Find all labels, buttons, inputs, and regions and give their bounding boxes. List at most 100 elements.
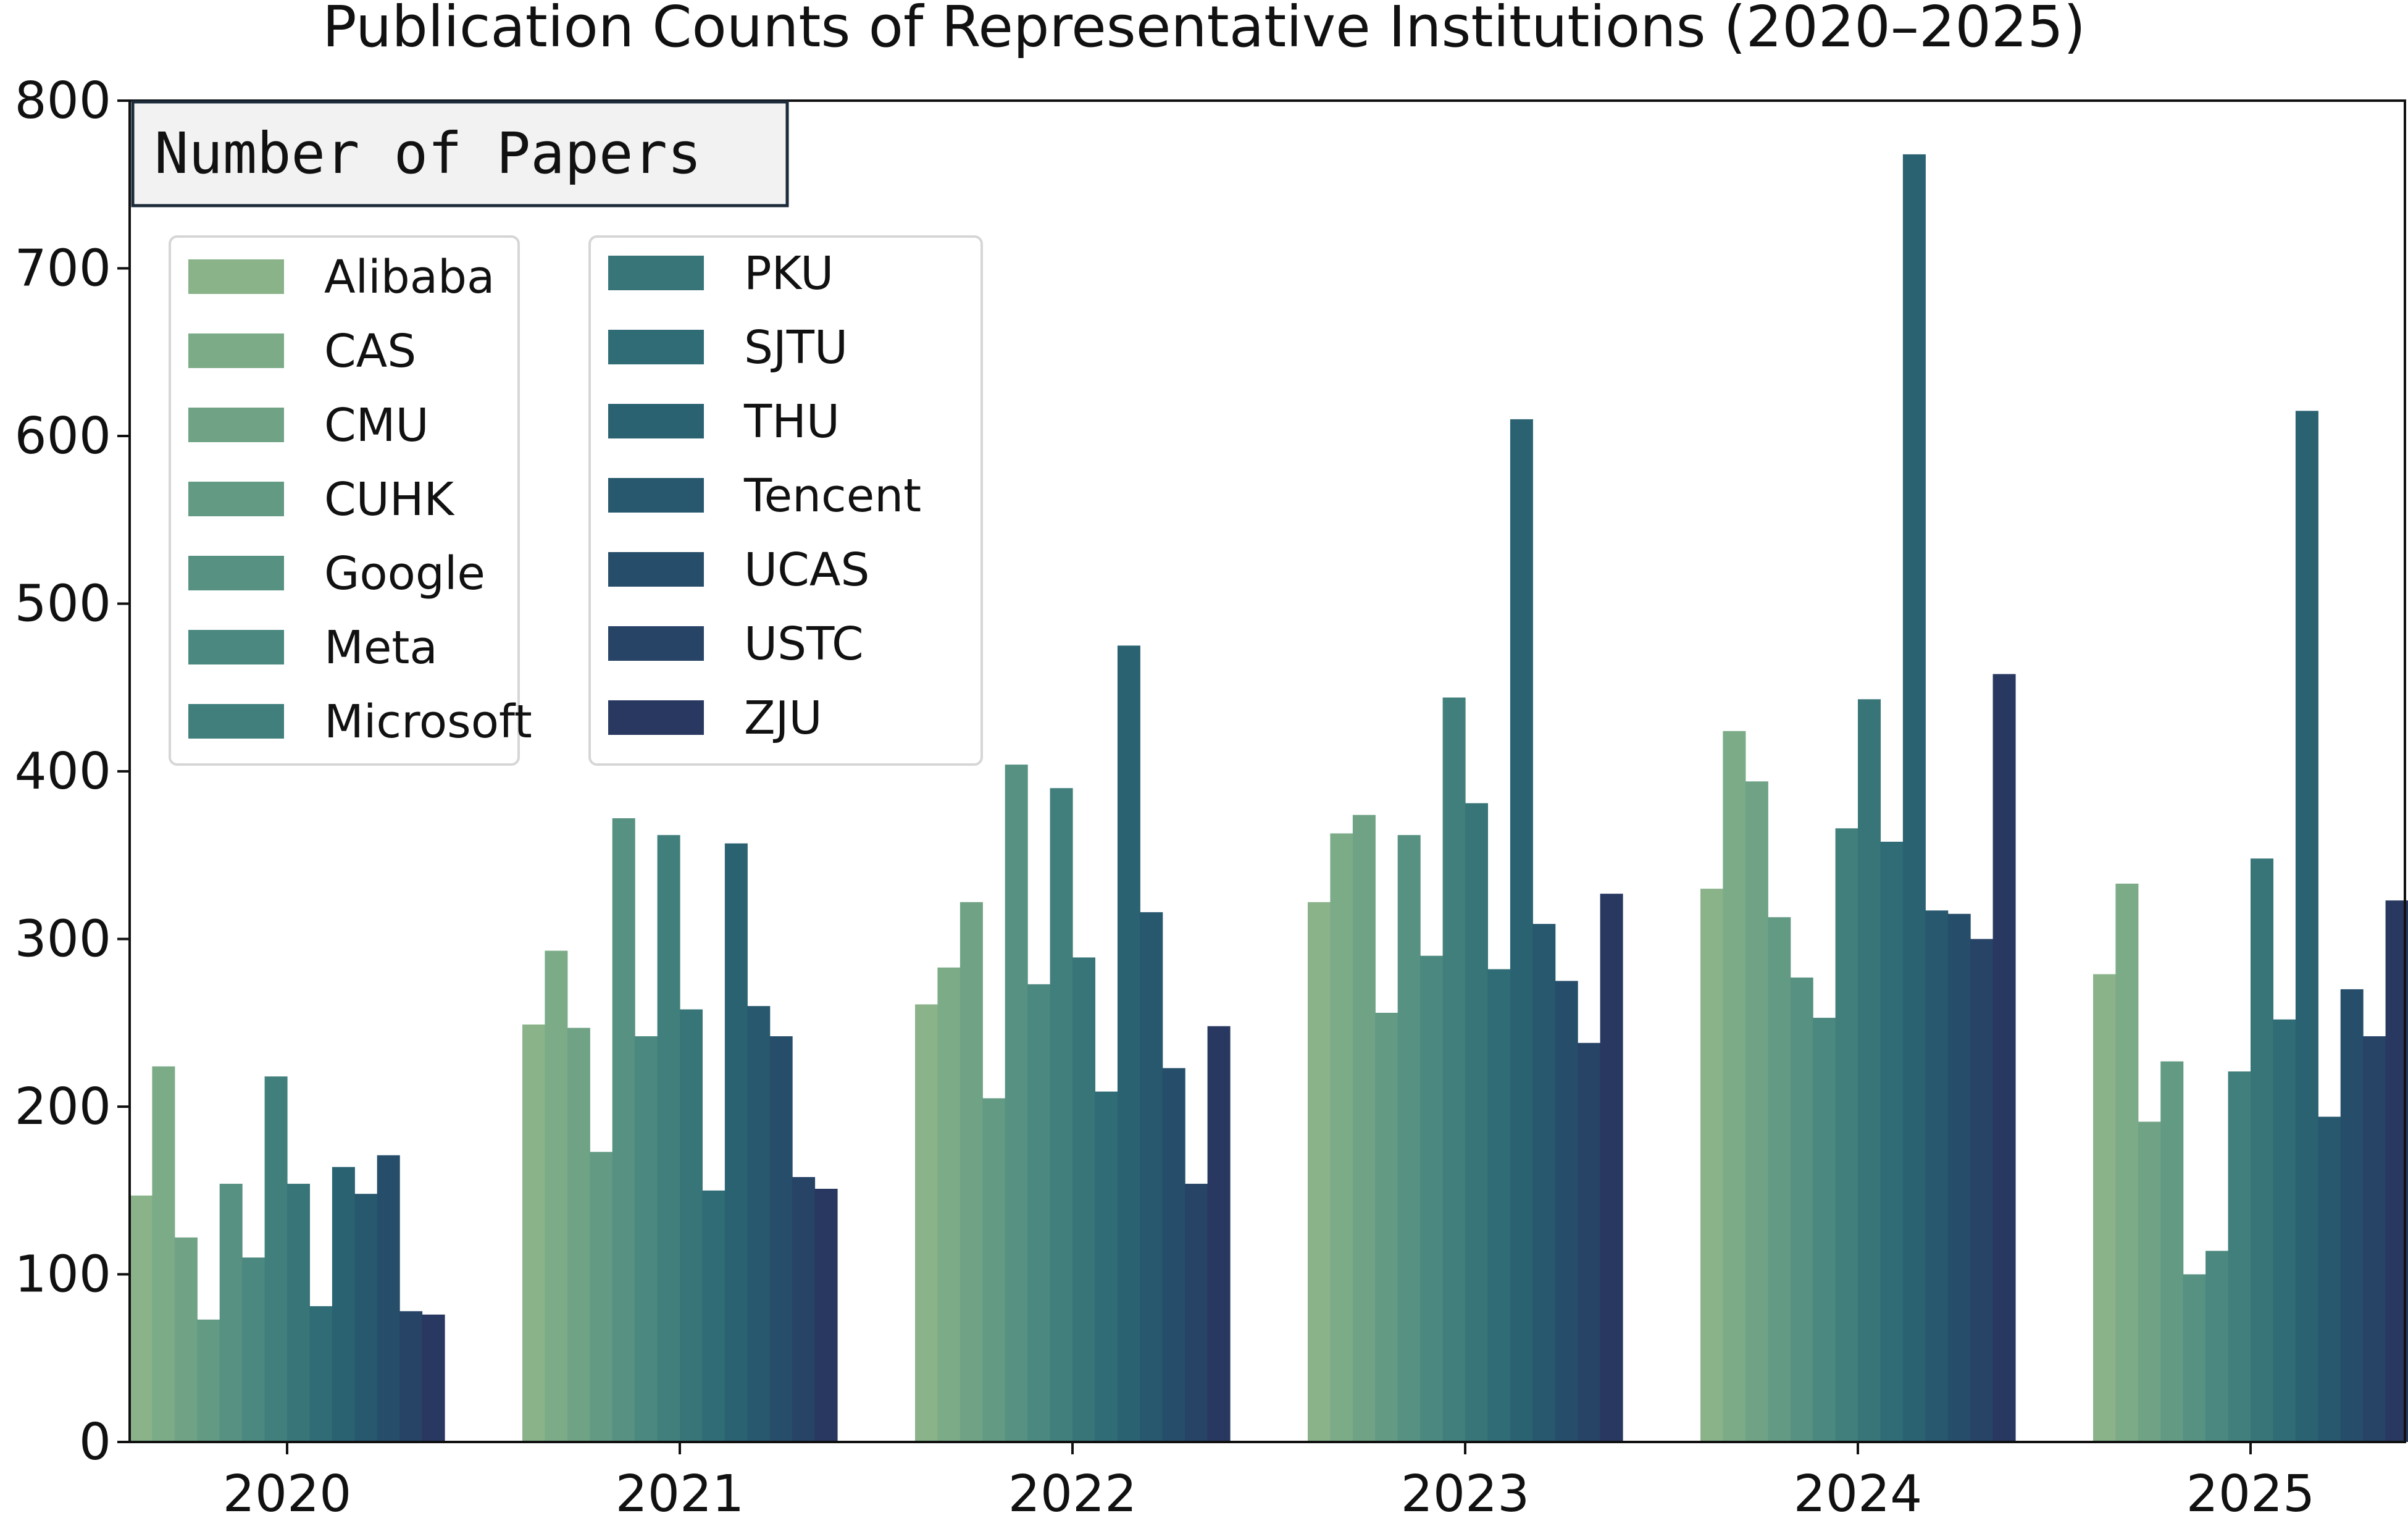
legend-swatch-thu	[608, 404, 704, 438]
bar-group	[130, 154, 2408, 1443]
bar-cmu-2024	[1745, 781, 1768, 1442]
legend-swatch-sjtu	[608, 330, 704, 364]
x-tick-label: 2023	[1401, 1465, 1530, 1513]
legend-swatch-zju	[608, 700, 704, 735]
y-label-box: Number of Papers	[131, 100, 789, 207]
bar-ustc-2021	[792, 1177, 816, 1442]
bar-cmu-2022	[959, 902, 983, 1442]
bar-ucas-2025	[2340, 989, 2364, 1442]
bar-ucas-2022	[1162, 1068, 1185, 1442]
bar-google-2024	[1790, 977, 1813, 1442]
bar-cmu-2020	[174, 1237, 198, 1442]
bar-ustc-2024	[1970, 939, 1994, 1442]
bar-ustc-2025	[2363, 1036, 2386, 1442]
bar-zju-2024	[1992, 674, 2016, 1442]
legend-swatch-cuhk	[188, 482, 284, 516]
bar-tencent-2024	[1925, 910, 1949, 1442]
bar-cas-2022	[937, 967, 961, 1442]
legend-label-pku: PKU	[744, 247, 834, 300]
bar-ustc-2020	[399, 1311, 423, 1442]
x-axis: 2020 2021 2022 2023 2024 2025	[223, 1442, 2315, 1513]
bar-tencent-2021	[747, 1006, 771, 1442]
bar-microsoft-2025	[2228, 1071, 2251, 1442]
bar-ucas-2023	[1555, 981, 1578, 1442]
legend: Alibaba CAS CMU CUHK Google Meta Microsoft PKU S…	[169, 235, 983, 766]
legend-label-cas: CAS	[324, 325, 416, 378]
bar-ucas-2021	[769, 1036, 793, 1442]
bar-meta-2020	[242, 1257, 265, 1442]
legend-swatch-pku	[608, 256, 704, 290]
y-tick-label: 400	[14, 742, 111, 801]
bar-zju-2022	[1207, 1026, 1231, 1442]
legend-swatch-alibaba	[188, 259, 284, 294]
bar-meta-2025	[2205, 1251, 2229, 1442]
bar-alibaba-2022	[915, 1004, 938, 1442]
bar-cas-2025	[2115, 883, 2139, 1442]
legend-swatch-meta	[188, 630, 284, 664]
x-tick-label: 2022	[1008, 1465, 1137, 1513]
x-tick-label: 2020	[223, 1465, 352, 1513]
bar-google-2022	[1005, 765, 1028, 1442]
legend-label-alibaba: Alibaba	[324, 251, 495, 304]
bar-ustc-2022	[1185, 1183, 1208, 1442]
y-tick-label: 0	[79, 1413, 111, 1472]
legend-label-zju: ZJU	[744, 692, 822, 745]
bar-microsoft-2024	[1835, 828, 1858, 1442]
bar-thu-2025	[2295, 411, 2318, 1442]
bar-thu-2024	[1902, 154, 1926, 1443]
bar-zju-2023	[1600, 894, 1623, 1442]
y-axis-label: Number of Papers	[154, 120, 701, 187]
bar-microsoft-2021	[657, 835, 680, 1442]
bar-microsoft-2022	[1050, 788, 1073, 1442]
bar-pku-2025	[2251, 858, 2273, 1442]
bar-thu-2021	[724, 843, 748, 1442]
bar-meta-2021	[635, 1036, 658, 1442]
bar-google-2025	[2183, 1274, 2206, 1442]
bar-cas-2020	[152, 1066, 175, 1442]
bar-alibaba-2021	[522, 1025, 545, 1442]
bar-tencent-2020	[354, 1194, 378, 1442]
legend-label-sjtu: SJTU	[744, 321, 848, 374]
y-tick-label: 200	[14, 1078, 111, 1136]
bar-zju-2020	[422, 1314, 445, 1442]
bar-sjtu-2022	[1095, 1091, 1118, 1442]
legend-swatch-google	[188, 556, 284, 590]
x-tick-label: 2025	[2186, 1465, 2315, 1513]
bar-ucas-2024	[1947, 913, 1971, 1442]
bar-meta-2022	[1027, 984, 1051, 1442]
legend-label-cuhk: CUHK	[324, 473, 455, 526]
y-tick-label: 600	[14, 407, 111, 466]
x-tick-label: 2021	[616, 1465, 745, 1513]
y-tick-label: 100	[14, 1246, 111, 1304]
bar-google-2023	[1397, 835, 1421, 1442]
bar-thu-2023	[1510, 419, 1533, 1442]
bar-cuhk-2024	[1768, 917, 1791, 1442]
bar-cas-2024	[1723, 731, 1746, 1442]
y-axis: 0 100 200 300 400 500 600 700 800	[14, 72, 130, 1472]
bar-alibaba-2025	[2093, 974, 2116, 1442]
bar-meta-2024	[1813, 1018, 1836, 1442]
bar-tencent-2025	[2318, 1117, 2341, 1442]
bar-cuhk-2023	[1375, 1013, 1398, 1442]
bar-cuhk-2022	[982, 1098, 1006, 1442]
bar-alibaba-2023	[1308, 902, 1331, 1442]
bar-google-2021	[612, 818, 635, 1442]
y-tick-label: 500	[14, 575, 111, 634]
legend-label-ustc: USTC	[744, 618, 864, 671]
bar-cas-2021	[545, 950, 568, 1442]
legend-label-microsoft: Microsoft	[324, 695, 532, 748]
y-tick-label: 300	[14, 910, 111, 969]
bar-pku-2020	[287, 1183, 310, 1442]
legend-swatch-microsoft	[188, 704, 284, 739]
legend-label-thu: THU	[743, 395, 840, 448]
bar-sjtu-2024	[1880, 842, 1904, 1442]
bar-thu-2022	[1117, 645, 1140, 1442]
legend-swatch-tencent	[608, 478, 704, 513]
bar-cuhk-2025	[2160, 1061, 2184, 1442]
bar-microsoft-2023	[1442, 697, 1466, 1442]
bar-pku-2022	[1072, 957, 1095, 1442]
bar-zju-2021	[814, 1189, 838, 1442]
bar-cmu-2025	[2138, 1121, 2161, 1442]
bar-sjtu-2021	[702, 1190, 725, 1443]
